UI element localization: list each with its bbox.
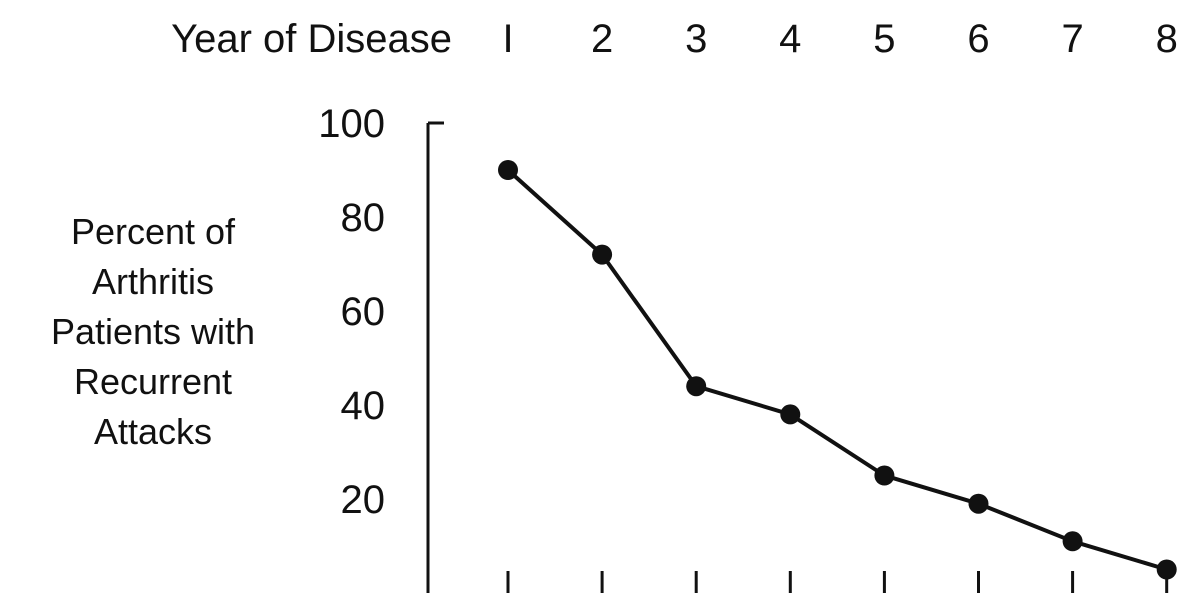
- data-point-year-6: [968, 493, 989, 514]
- x-tick-label-6: 6: [967, 17, 989, 61]
- data-point-year-2: [592, 244, 613, 265]
- y-tick-label-100: 100: [318, 102, 385, 146]
- x-tick-label-3: 3: [685, 17, 707, 61]
- x-tick-label-4: 4: [779, 17, 801, 61]
- data-point-year-1: [498, 160, 518, 180]
- y-tick-label-60: 60: [341, 290, 386, 334]
- y-tick-labels: 100 80 60 40 20: [318, 102, 385, 522]
- data-point-year-3: [686, 376, 707, 397]
- x-tick-label-7: 7: [1061, 17, 1083, 61]
- series-line-1: [506, 168, 1168, 572]
- data-point-year-7: [1062, 531, 1083, 552]
- x-tick-labels: I 2 3 4 5 6 7 8: [502, 17, 1177, 61]
- y-axis-title: Percent of Arthritis Patients with Recur…: [51, 211, 255, 452]
- data-point-year-5: [874, 465, 895, 486]
- y-axis-title-line-1: Percent of: [71, 211, 236, 252]
- y-tick-label-20: 20: [341, 478, 386, 522]
- series-layer: [498, 160, 1177, 580]
- y-axis-title-line-3: Patients with: [51, 311, 255, 352]
- x-tick-label-2: 2: [591, 17, 613, 61]
- x-tick-label-8: 8: [1156, 17, 1178, 61]
- x-axis-title: Year of Disease: [171, 17, 452, 61]
- y-tick-label-40: 40: [341, 384, 386, 428]
- x-tick-label-1: I: [502, 17, 513, 61]
- y-axis-title-line-5: Attacks: [94, 411, 212, 452]
- data-point-year-4: [780, 404, 801, 425]
- x-tick-label-5: 5: [873, 17, 895, 61]
- data-point-year-8: [1156, 559, 1177, 580]
- y-tick-label-80: 80: [341, 196, 386, 240]
- y-axis-title-line-4: Recurrent: [74, 361, 232, 402]
- axes: [426, 121, 1169, 593]
- y-axis-title-line-2: Arthritis: [92, 261, 214, 302]
